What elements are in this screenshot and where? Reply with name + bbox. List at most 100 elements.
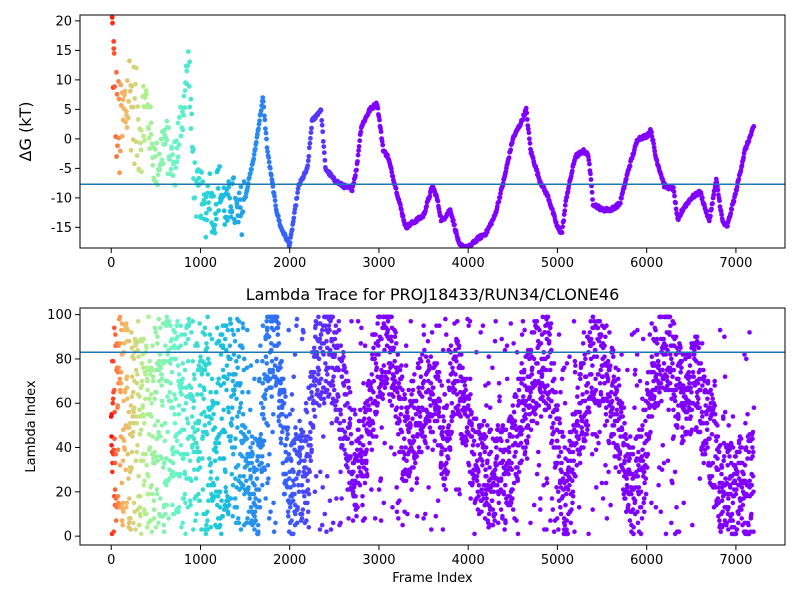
lambda-point <box>395 389 400 395</box>
lambda-point <box>123 467 128 473</box>
lambda-point <box>153 325 158 331</box>
lambda-point <box>631 531 636 537</box>
delta-g-point <box>272 198 278 203</box>
delta-g-point <box>149 141 155 147</box>
lambda-point <box>156 358 162 364</box>
lambda-point <box>529 372 535 377</box>
lambda-point <box>360 458 366 464</box>
x-tick-label: 0 <box>107 256 115 271</box>
lambda-point <box>605 358 611 364</box>
lambda-point <box>309 389 314 395</box>
delta-g-point <box>114 154 119 159</box>
lambda-point <box>168 381 173 386</box>
y-tick-label: -15 <box>51 221 72 236</box>
lambda-point <box>563 491 569 497</box>
lambda-point <box>479 487 484 492</box>
lambda-point <box>636 449 641 455</box>
lambda-point <box>392 451 397 457</box>
lambda-point <box>654 341 660 346</box>
lambda-point <box>484 403 489 408</box>
delta-g-point <box>375 105 381 111</box>
delta-g-point <box>560 224 565 230</box>
lambda-point <box>209 376 215 382</box>
lambda-point <box>172 330 178 335</box>
delta-g-point <box>263 130 269 136</box>
lambda-point <box>110 400 116 406</box>
lambda-point <box>396 516 401 521</box>
lambda-point <box>111 358 116 364</box>
lambda-point <box>442 476 448 481</box>
lambda-point <box>467 319 473 324</box>
lambda-point <box>444 403 450 408</box>
lambda-point <box>391 394 396 399</box>
lambda-point <box>248 407 253 413</box>
lambda-point <box>227 316 233 322</box>
lambda-point <box>742 463 748 468</box>
lambda-point <box>134 381 140 386</box>
lambda-point <box>502 527 507 532</box>
lambda-point <box>138 427 144 433</box>
lambda-point <box>719 471 724 477</box>
lambda-point <box>616 383 622 388</box>
delta-g-point <box>241 179 247 185</box>
lambda-point <box>166 516 171 521</box>
lambda-point <box>254 358 260 364</box>
lambda-point <box>327 347 333 353</box>
lambda-point <box>336 327 342 333</box>
delta-g-point <box>496 199 502 205</box>
lambda-point <box>582 398 588 404</box>
lambda-point <box>425 338 431 344</box>
delta-g-point <box>212 222 218 228</box>
lambda-point <box>570 489 576 495</box>
lambda-point <box>437 378 443 384</box>
lambda-point <box>223 489 229 495</box>
delta-g-point <box>159 157 165 163</box>
lambda-point <box>207 361 212 366</box>
lambda-point <box>520 319 526 324</box>
lambda-point <box>623 432 628 437</box>
lambda-point <box>316 367 322 373</box>
lambda-point <box>221 456 227 461</box>
lambda-point <box>578 372 583 377</box>
delta-g-point <box>377 117 382 123</box>
lambda-point <box>355 474 360 479</box>
lambda-point <box>221 381 227 386</box>
lambda-point <box>521 376 526 382</box>
lambda-point <box>388 445 394 450</box>
delta-g-point <box>205 190 211 196</box>
lambda-point <box>602 354 607 360</box>
lambda-point <box>674 383 679 388</box>
lambda-point <box>139 361 145 366</box>
lambda-point <box>399 405 404 411</box>
delta-g-point <box>355 152 361 158</box>
lambda-point <box>174 323 180 329</box>
lambda-point <box>253 518 258 523</box>
lambda-point <box>248 474 254 479</box>
lambda-point <box>141 458 146 464</box>
lambda-point <box>639 454 645 459</box>
lambda-point <box>135 319 141 324</box>
lambda-point <box>640 458 646 464</box>
lambda-point <box>289 392 295 397</box>
delta-g-point <box>139 169 145 175</box>
lambda-point <box>749 482 754 488</box>
lambda-point <box>214 325 220 331</box>
lambda-point <box>167 467 172 473</box>
lambda-point <box>677 381 683 386</box>
lambda-point <box>137 511 143 517</box>
lambda-point <box>364 447 369 453</box>
lambda-point <box>643 407 648 413</box>
lambda-axes-frame <box>79 307 786 546</box>
lambda-point <box>138 494 143 499</box>
lambda-point <box>596 440 601 446</box>
lambda-point <box>255 529 261 534</box>
lambda-point <box>230 482 236 488</box>
lambda-point <box>256 378 262 384</box>
lambda-point <box>717 327 723 333</box>
lambda-point <box>576 505 582 510</box>
lambda-point <box>694 425 699 430</box>
lambda-point <box>327 327 332 333</box>
lambda-point <box>673 334 679 340</box>
lambda-point <box>310 425 316 430</box>
lambda-point <box>505 438 510 444</box>
